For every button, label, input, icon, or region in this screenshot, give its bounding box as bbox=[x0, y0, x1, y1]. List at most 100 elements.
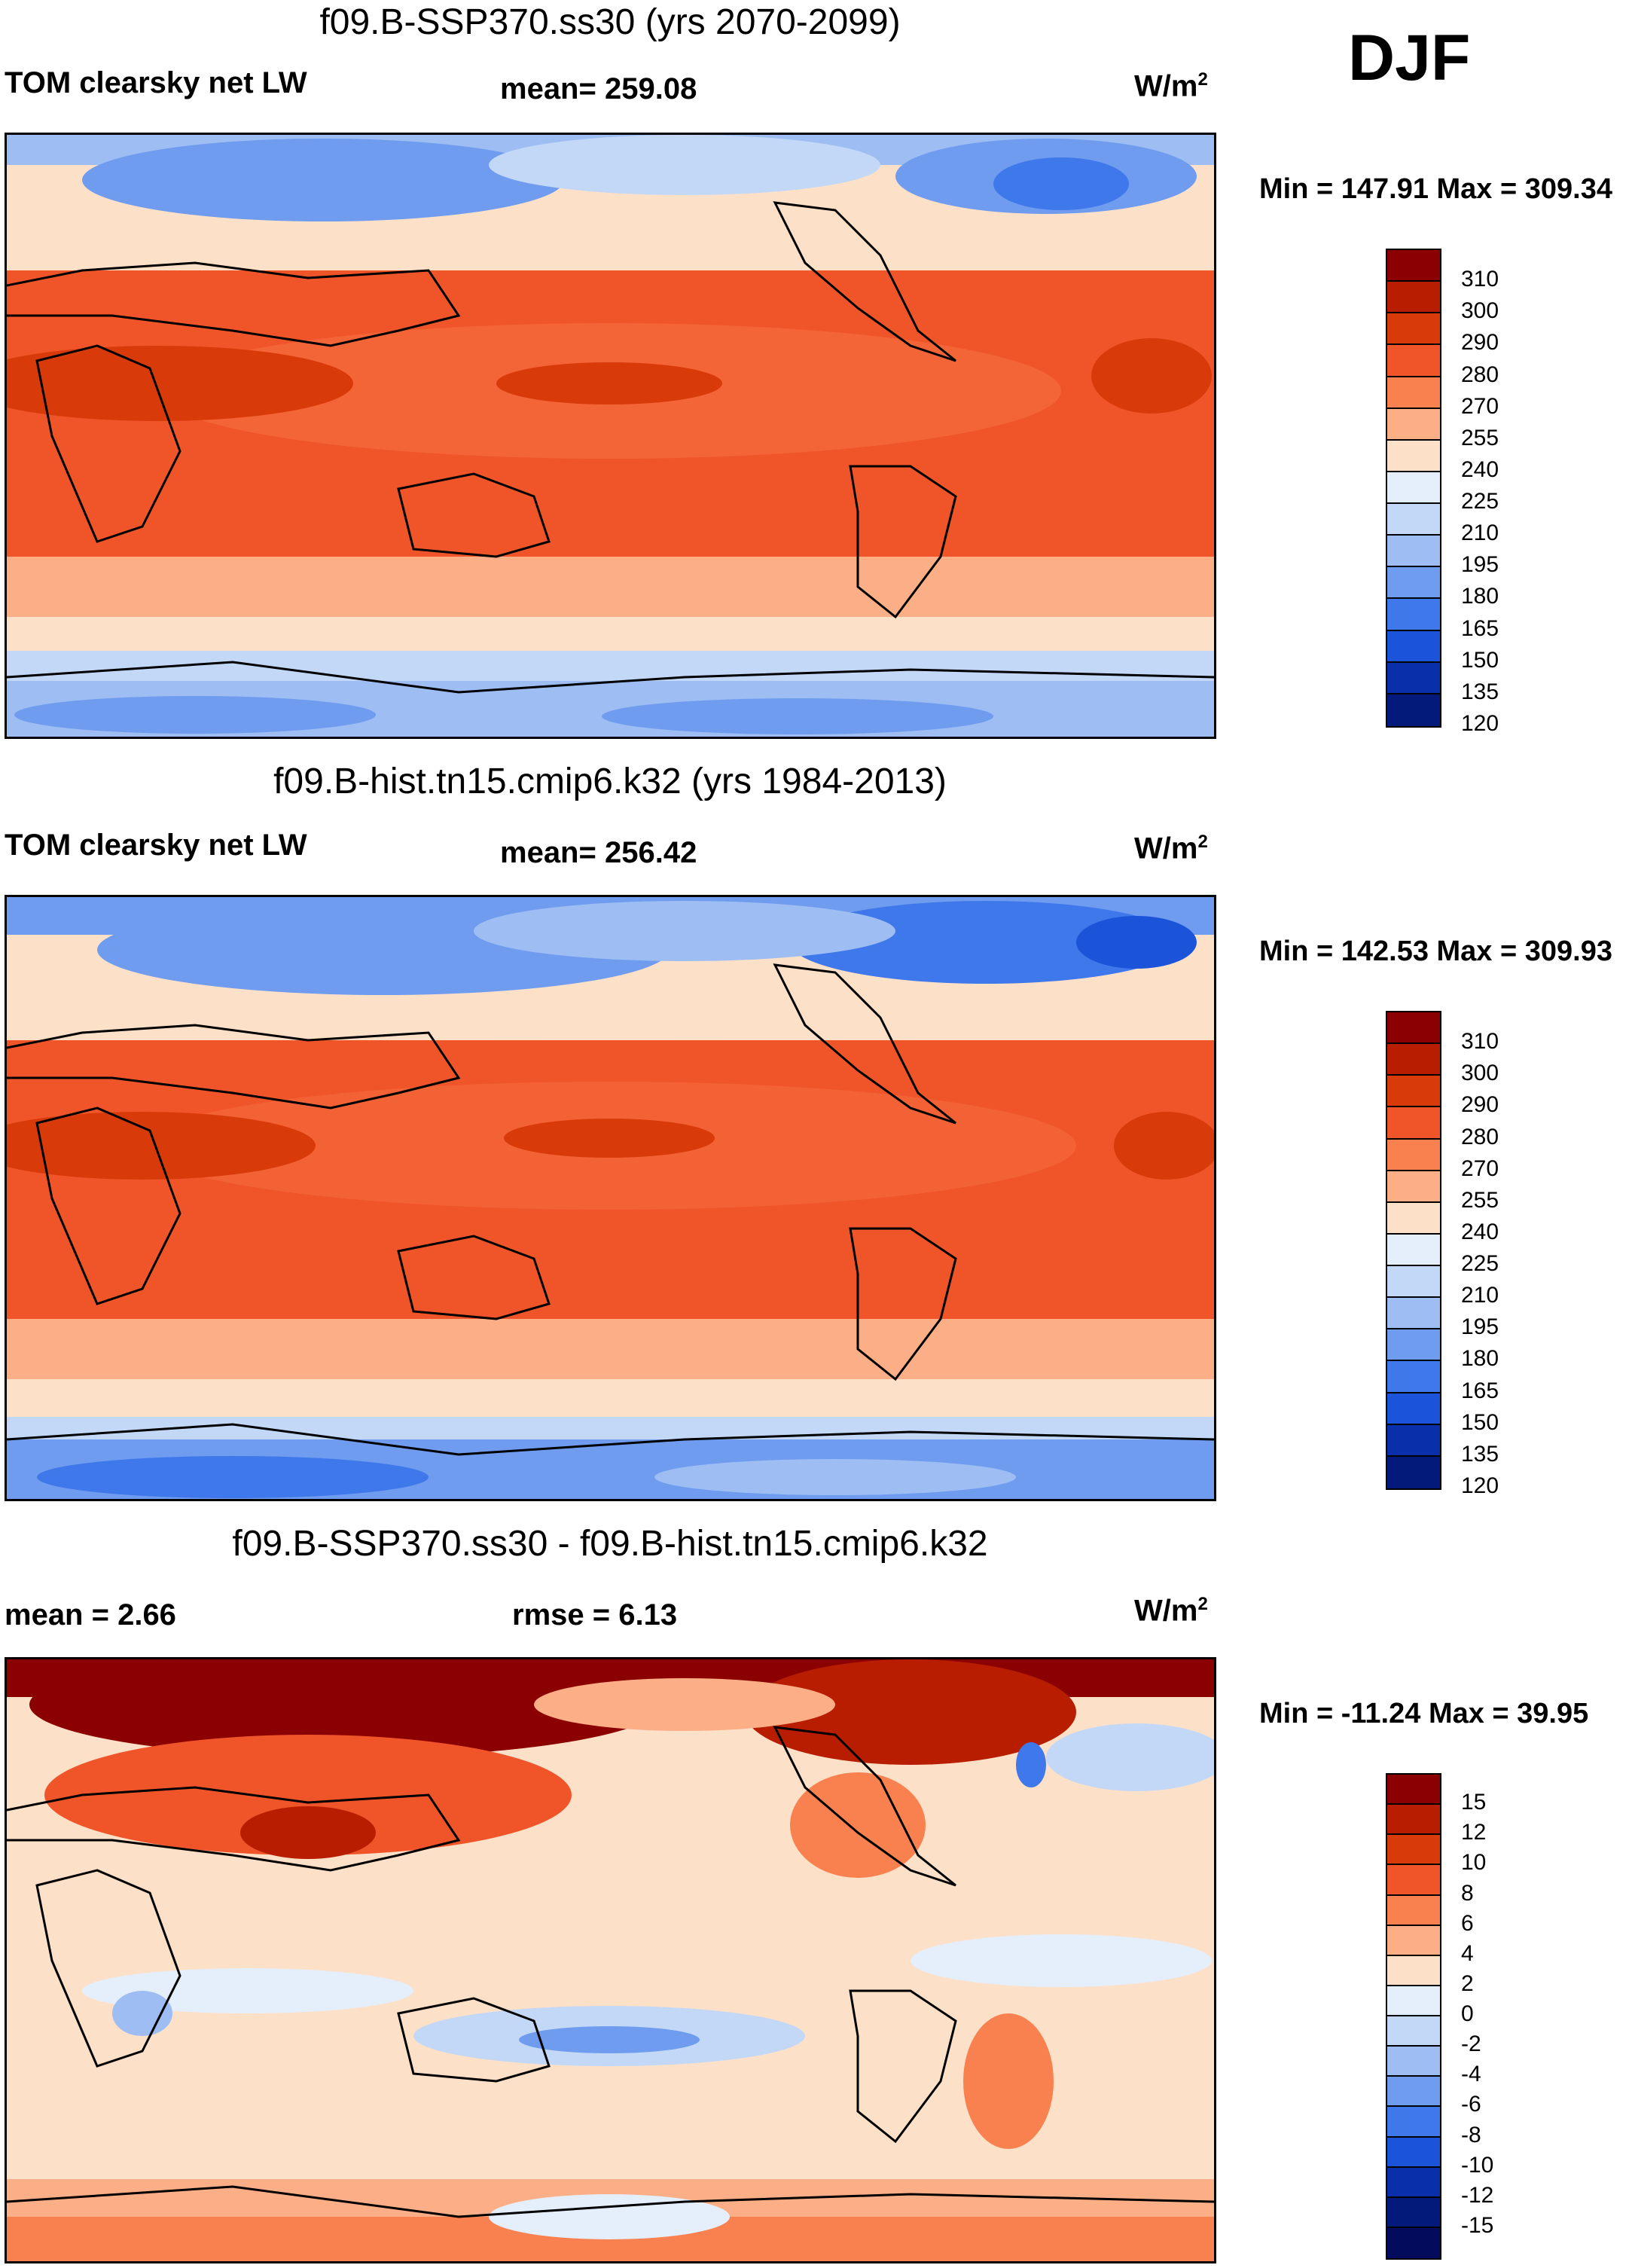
panel3-colorbar bbox=[1386, 1773, 1441, 2260]
colorbar-label: 270 bbox=[1461, 393, 1499, 419]
colorbar-label: 290 bbox=[1461, 330, 1499, 356]
colorbar-label: 0 bbox=[1461, 2001, 1474, 2026]
colorbar-swatch bbox=[1387, 1076, 1440, 1108]
panel1-variable: TOM clearsky net LW bbox=[5, 66, 307, 99]
colorbar-swatch bbox=[1387, 1895, 1440, 1926]
colorbar-label: -6 bbox=[1461, 2092, 1481, 2117]
colorbar-label: 240 bbox=[1461, 456, 1499, 482]
colorbar-swatch bbox=[1387, 250, 1440, 282]
panel1-units: W/m2 bbox=[1134, 69, 1208, 103]
colorbar-swatch bbox=[1387, 1393, 1440, 1425]
panel2-units: W/m2 bbox=[1134, 832, 1208, 865]
colorbar-label: 195 bbox=[1461, 552, 1499, 578]
panel3-units: W/m2 bbox=[1134, 1594, 1208, 1628]
panel1-map-svg bbox=[7, 135, 1214, 737]
colorbar-swatch bbox=[1387, 282, 1440, 314]
colorbar-label: 12 bbox=[1461, 1820, 1487, 1845]
colorbar-label: 225 bbox=[1461, 489, 1499, 514]
colorbar-swatch bbox=[1387, 694, 1440, 726]
panel1-colorbar-labels: 310 300 290 280 270 255 240 225 210 195 180 165 150 1… bbox=[1461, 249, 1551, 736]
colorbar-swatch bbox=[1387, 2107, 1440, 2138]
colorbar-swatch bbox=[1387, 1456, 1440, 1488]
colorbar-swatch bbox=[1387, 1202, 1440, 1235]
colorbar-label: 15 bbox=[1461, 1790, 1487, 1815]
colorbar-swatch bbox=[1387, 1805, 1440, 1836]
colorbar-swatch bbox=[1387, 1266, 1440, 1299]
colorbar-label: 210 bbox=[1461, 520, 1499, 546]
colorbar-label: 150 bbox=[1461, 1409, 1499, 1435]
colorbar-swatch bbox=[1387, 2077, 1440, 2108]
colorbar-swatch bbox=[1387, 2227, 1440, 2258]
colorbar-label: 290 bbox=[1461, 1092, 1499, 1118]
colorbar-label: -2 bbox=[1461, 2031, 1481, 2057]
panel3-mean: mean = 2.66 bbox=[5, 1598, 176, 1632]
colorbar-swatch bbox=[1387, 345, 1440, 377]
colorbar-label: 280 bbox=[1461, 1124, 1499, 1149]
colorbar-label: -10 bbox=[1461, 2152, 1494, 2178]
colorbar-swatch bbox=[1387, 1925, 1440, 1956]
season-label: DJF bbox=[1348, 22, 1471, 94]
colorbar-label: 135 bbox=[1461, 679, 1499, 704]
colorbar-swatch bbox=[1387, 2047, 1440, 2077]
colorbar-swatch bbox=[1387, 662, 1440, 694]
colorbar-label: -8 bbox=[1461, 2122, 1481, 2147]
panel2-map bbox=[5, 895, 1216, 1501]
panel1-map bbox=[5, 133, 1216, 739]
colorbar-label: 6 bbox=[1461, 1910, 1474, 1936]
colorbar-swatch bbox=[1387, 1298, 1440, 1330]
colorbar-swatch bbox=[1387, 472, 1440, 504]
colorbar-label: -15 bbox=[1461, 2212, 1494, 2238]
colorbar-swatch bbox=[1387, 1955, 1440, 1986]
colorbar-swatch bbox=[1387, 313, 1440, 346]
colorbar-swatch bbox=[1387, 1234, 1440, 1266]
panel1-colorbar bbox=[1386, 249, 1441, 728]
panel3-rmse: rmse = 6.13 bbox=[512, 1598, 678, 1632]
colorbar-label: 120 bbox=[1461, 1473, 1499, 1498]
panel2-mean: mean= 256.42 bbox=[500, 836, 697, 869]
colorbar-swatch bbox=[1387, 1139, 1440, 1171]
colorbar-label: 2 bbox=[1461, 1970, 1474, 1996]
panel2-colorbar bbox=[1386, 1011, 1441, 1490]
panel1-mean: mean= 259.08 bbox=[500, 72, 697, 105]
colorbar-label: 210 bbox=[1461, 1283, 1499, 1308]
colorbar-swatch bbox=[1387, 1775, 1440, 1806]
panel2-minmax: Min = 142.53 Max = 309.93 bbox=[1259, 936, 1612, 967]
colorbar-label: 300 bbox=[1461, 1061, 1499, 1086]
panel3-map-svg bbox=[7, 1659, 1214, 2261]
colorbar-label: 255 bbox=[1461, 425, 1499, 450]
colorbar-label: 225 bbox=[1461, 1251, 1499, 1277]
colorbar-label: 150 bbox=[1461, 647, 1499, 673]
colorbar-label: 300 bbox=[1461, 298, 1499, 324]
colorbar-label: 180 bbox=[1461, 584, 1499, 609]
colorbar-swatch bbox=[1387, 536, 1440, 568]
colorbar-swatch bbox=[1387, 1986, 1440, 2016]
colorbar-label: 165 bbox=[1461, 1378, 1499, 1403]
colorbar-label: 135 bbox=[1461, 1441, 1499, 1467]
panel3-map bbox=[5, 1657, 1216, 2263]
panel3-minmax: Min = -11.24 Max = 39.95 bbox=[1259, 1698, 1589, 1729]
colorbar-label: 10 bbox=[1461, 1850, 1487, 1876]
colorbar-label: 8 bbox=[1461, 1880, 1474, 1906]
colorbar-swatch bbox=[1387, 1329, 1440, 1362]
panel1-title: f09.B-SSP370.ss30 (yrs 2070-2099) bbox=[319, 2, 901, 42]
colorbar-swatch bbox=[1387, 1107, 1440, 1140]
colorbar-swatch bbox=[1387, 1361, 1440, 1393]
colorbar-label: 4 bbox=[1461, 1940, 1474, 1966]
colorbar-swatch bbox=[1387, 408, 1440, 441]
colorbar-label: 120 bbox=[1461, 711, 1499, 736]
panel1-minmax: Min = 147.91 Max = 309.34 bbox=[1259, 173, 1612, 205]
panel2-colorbar-labels: 310 300 290 280 270 255 240 225 210 195 180 165 150 1… bbox=[1461, 1011, 1551, 1498]
colorbar-swatch bbox=[1387, 567, 1440, 600]
colorbar-label: -12 bbox=[1461, 2182, 1494, 2208]
colorbar-swatch bbox=[1387, 2197, 1440, 2228]
panel3-colorbar-labels: 15 12 10 8 6 4 2 0 -2 -4 -6 -8 -10 -12 -15 bbox=[1461, 1773, 1551, 2260]
colorbar-label: 280 bbox=[1461, 362, 1499, 387]
colorbar-swatch bbox=[1387, 504, 1440, 536]
colorbar-swatch bbox=[1387, 630, 1440, 663]
panel2-variable: TOM clearsky net LW bbox=[5, 829, 307, 862]
colorbar-label: 270 bbox=[1461, 1155, 1499, 1181]
colorbar-label: 310 bbox=[1461, 1029, 1499, 1055]
colorbar-swatch bbox=[1387, 1012, 1440, 1045]
colorbar-swatch bbox=[1387, 599, 1440, 631]
colorbar-swatch bbox=[1387, 377, 1440, 409]
